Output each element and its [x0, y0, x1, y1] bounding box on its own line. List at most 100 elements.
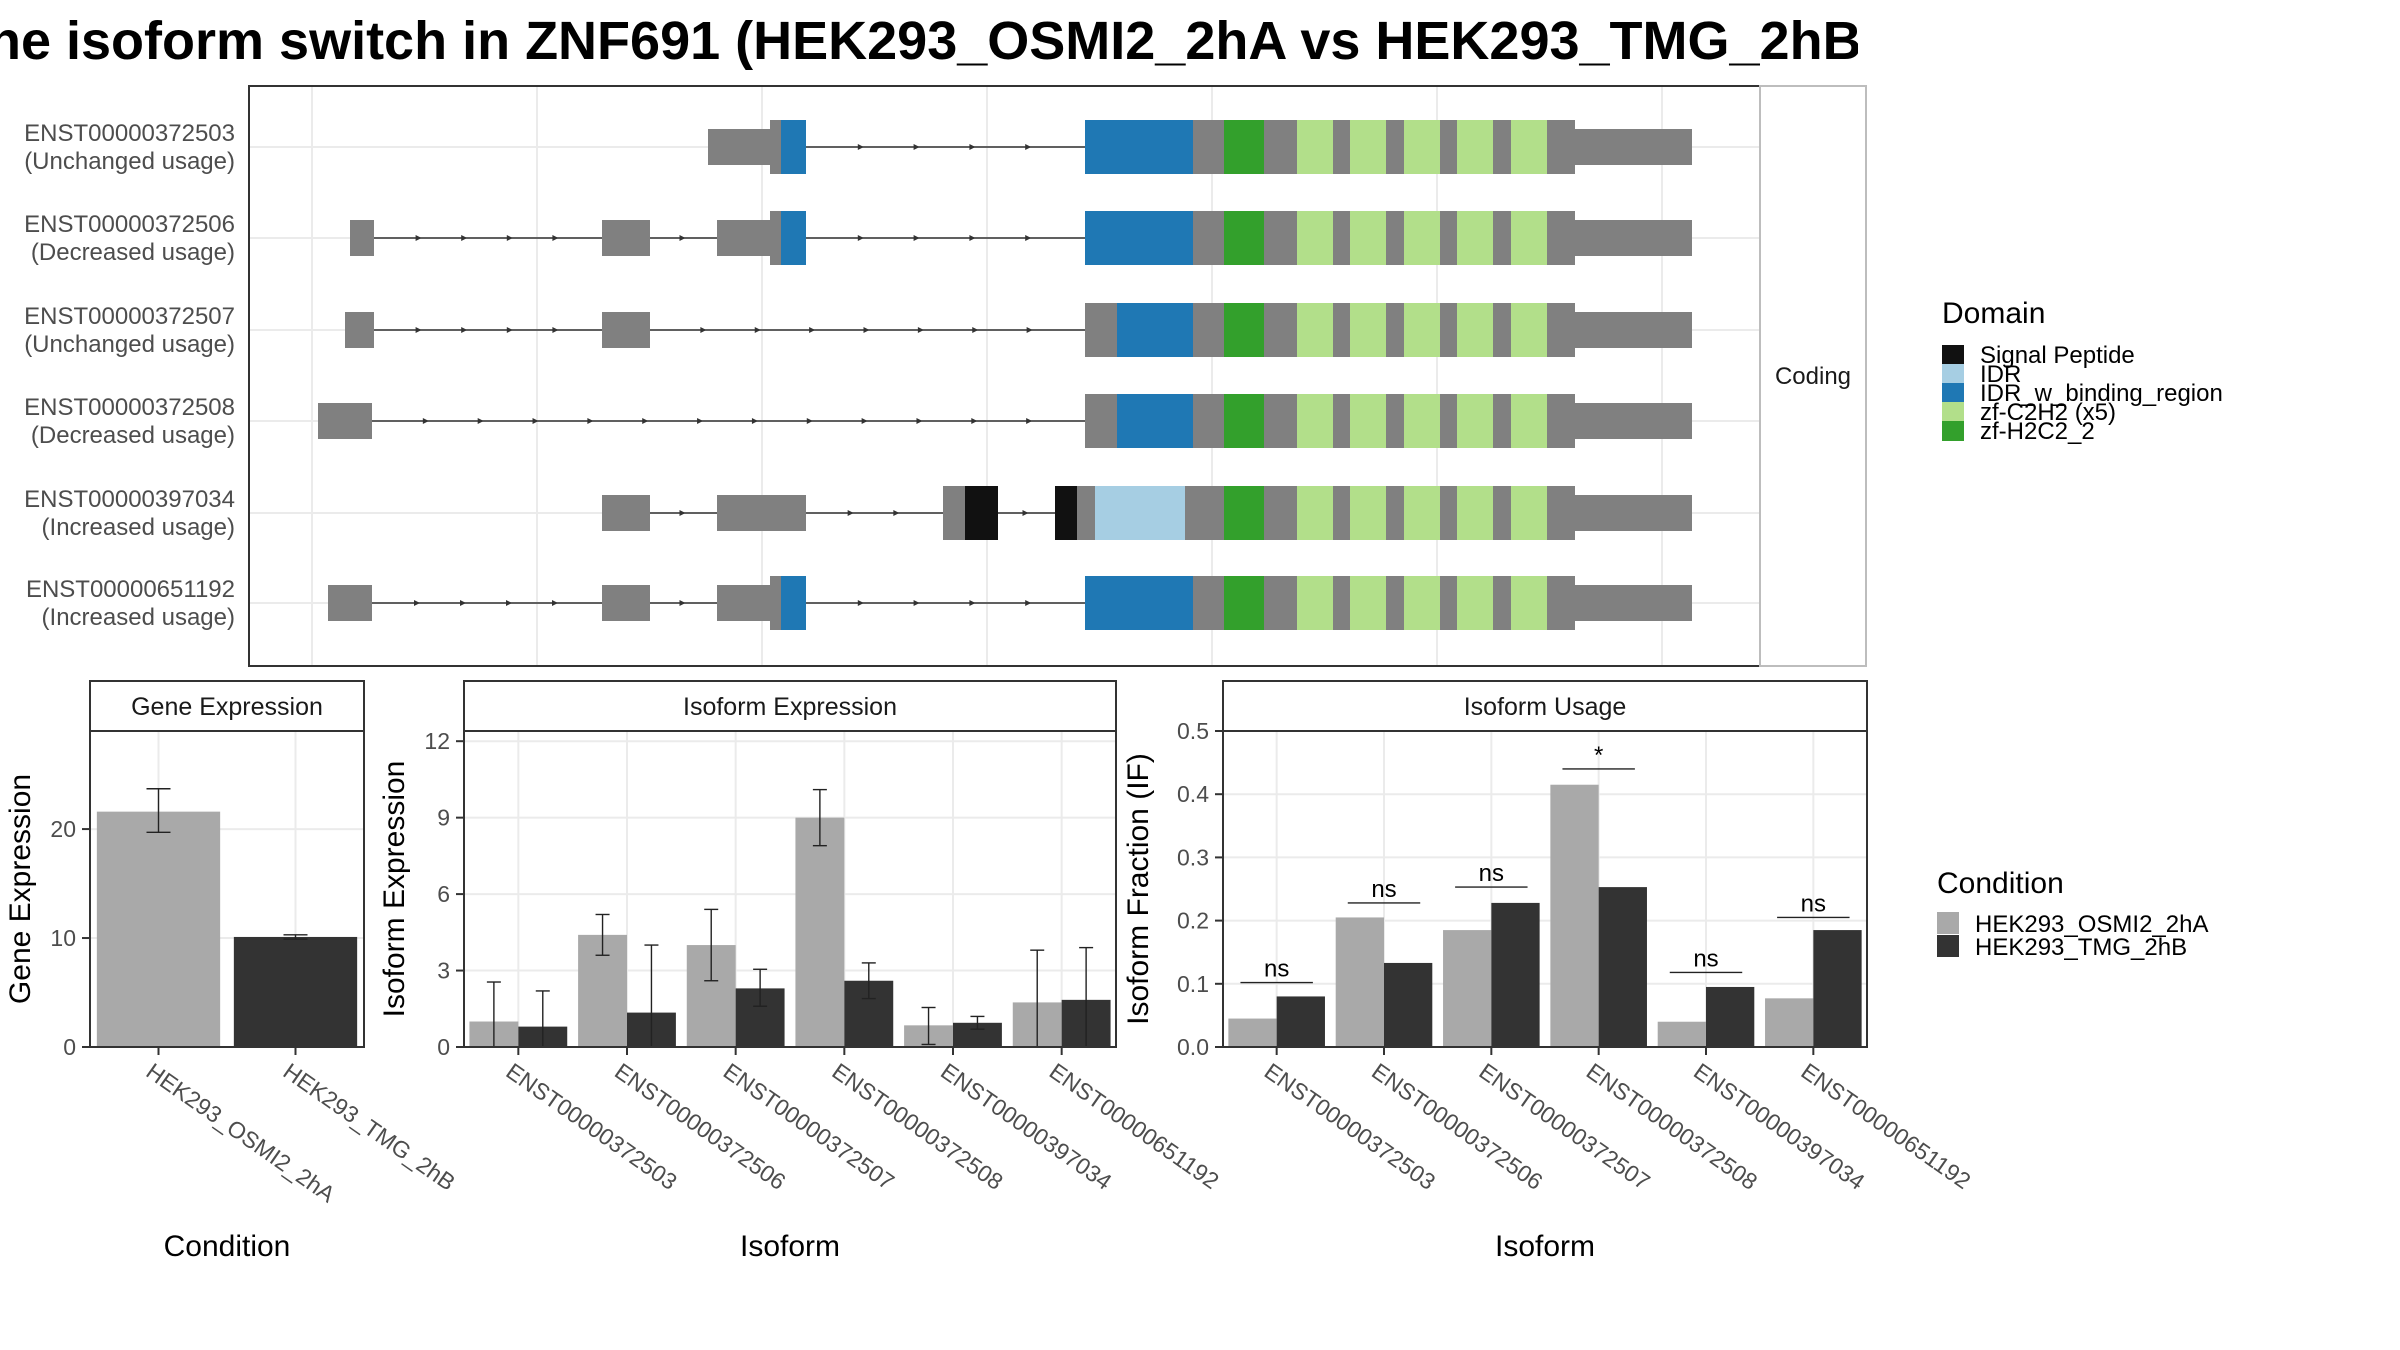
exon-domain-segment	[1386, 211, 1404, 265]
intron-arrow	[806, 418, 813, 424]
intron-arrow	[552, 235, 559, 241]
transcript-id-label: ENST00000397034	[24, 486, 235, 513]
transcript-usage-label: (Decreased usage)	[31, 239, 235, 266]
exon-domain-segment	[1350, 576, 1386, 630]
exon-segment	[1077, 486, 1095, 540]
coding-strip-label: Coding	[1775, 363, 1851, 390]
exon-domain-segment	[1264, 486, 1297, 540]
intron-arrow	[972, 327, 979, 333]
exon-segment	[1085, 394, 1103, 448]
intron-arrow	[969, 235, 976, 241]
exon-domain-segment	[1224, 120, 1264, 174]
intron-arrow	[700, 327, 707, 333]
exon-domain-segment	[1193, 394, 1224, 448]
exon-domain-segment	[1264, 394, 1297, 448]
y-axis-title: Isoform Expression	[378, 761, 411, 1018]
condition-legend-label: HEK293_TMG_2hB	[1975, 934, 2187, 961]
bar	[1228, 1018, 1277, 1047]
exon-segment	[770, 120, 781, 174]
utr-segment	[1575, 585, 1692, 621]
domain-legend-key	[1942, 421, 1964, 441]
exon-domain-segment	[1511, 394, 1547, 448]
exon-domain-segment	[1350, 486, 1386, 540]
x-axis-title: Isoform	[1495, 1230, 1595, 1263]
domain-legend-label: Signal Peptide	[1980, 342, 2135, 369]
intron-arrow	[857, 235, 864, 241]
transcript-row	[708, 120, 1692, 174]
exon-segment	[781, 211, 806, 265]
exon-domain-segment	[1297, 303, 1333, 357]
panel-strip-label: Gene Expression	[131, 693, 323, 721]
exon-domain-segment	[1511, 303, 1547, 357]
domain-legend-label: zf-H2C2_2	[1980, 418, 2095, 445]
structure-panel-background	[249, 86, 1760, 666]
intron-arrow	[913, 600, 920, 606]
y-tick-label: 0.0	[1177, 1034, 1209, 1060]
y-tick-label: 9	[437, 805, 450, 831]
exon-domain-segment	[1224, 303, 1264, 357]
exon-domain-segment	[1404, 576, 1440, 630]
y-tick-label: 0	[63, 1034, 76, 1060]
exon-segment	[1103, 394, 1117, 448]
exon-domain-segment	[1457, 303, 1493, 357]
exon-segment	[770, 211, 781, 265]
intron-arrow	[642, 418, 649, 424]
exon-domain-segment	[1193, 303, 1224, 357]
intron-arrow	[857, 144, 864, 150]
exon-segment	[602, 495, 650, 531]
significance-label: ns	[1371, 876, 1396, 903]
x-tick-label: ENST00000651192	[1796, 1058, 1975, 1194]
transcript-usage-label: (Unchanged usage)	[24, 331, 235, 358]
exon-domain-segment	[1297, 486, 1333, 540]
exon-domain-segment	[1333, 576, 1350, 630]
bar	[1491, 902, 1540, 1047]
exon-domain-segment	[1264, 576, 1297, 630]
transcript-id-label: ENST00000372506	[24, 211, 235, 238]
intron-arrow	[679, 510, 686, 516]
exon-segment	[602, 220, 650, 256]
utr-segment	[1575, 312, 1692, 348]
intron-arrow	[552, 327, 559, 333]
coding-strip	[1759, 85, 1867, 667]
y-tick-label: 3	[437, 958, 450, 984]
transcript-usage-label: (Increased usage)	[42, 514, 235, 541]
domain-legend-key	[1942, 383, 1964, 403]
isoform-usage-panel: Isoform Usage 0.0 0.1 0.2 0.3 0.4 0.5 ns ENST000…	[1122, 680, 1975, 1263]
transcript-usage-label: (Unchanged usage)	[24, 148, 235, 175]
intron-arrow	[1025, 235, 1032, 241]
intron-arrow	[506, 327, 513, 333]
intron-arrow	[893, 510, 900, 516]
exon-domain-segment	[1193, 576, 1224, 630]
intron-arrow	[460, 600, 466, 606]
bar	[233, 936, 358, 1047]
exon-segment	[602, 585, 650, 621]
transcript-row	[602, 486, 1692, 540]
exon-segment	[1055, 486, 1077, 540]
bar	[1550, 784, 1599, 1047]
bar	[1598, 887, 1647, 1047]
exon-domain-segment	[1547, 576, 1575, 630]
significance-label: ns	[1479, 860, 1504, 887]
exon-domain-segment	[1404, 486, 1440, 540]
exon-domain-segment	[1457, 394, 1493, 448]
exon-domain-segment	[1547, 486, 1575, 540]
exon-segment	[717, 585, 770, 621]
y-tick-label: 0.2	[1177, 908, 1209, 934]
utr-segment	[1575, 495, 1692, 531]
intron-arrow	[913, 235, 920, 241]
exon-domain-segment	[1547, 303, 1575, 357]
transcript-row	[350, 211, 1692, 265]
panel-background	[464, 731, 1116, 1047]
bar	[1335, 917, 1384, 1047]
intron-arrow	[916, 418, 923, 424]
intron-arrow	[971, 418, 978, 424]
exon-domain-segment	[1350, 211, 1386, 265]
exon-domain-segment	[1440, 120, 1457, 174]
transcript-id-label: ENST00000372508	[24, 394, 235, 421]
exon-domain-segment	[1386, 303, 1404, 357]
exon-domain-segment	[1193, 211, 1224, 265]
exon-domain-segment	[1333, 211, 1350, 265]
exon-domain-segment	[1440, 486, 1457, 540]
